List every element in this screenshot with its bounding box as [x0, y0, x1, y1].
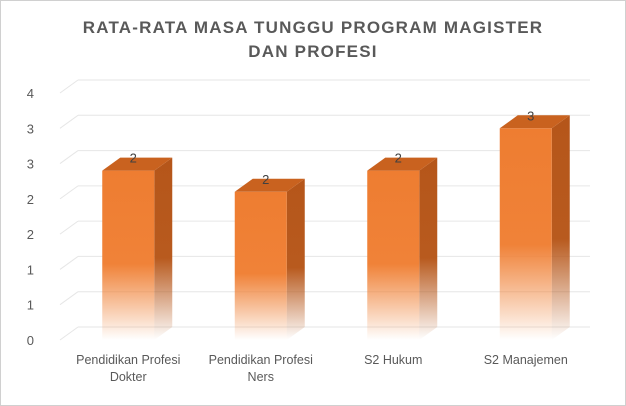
x-category-label: Pendidikan Profesi Ners [209, 353, 313, 384]
chart-title: RATA-RATA MASA TUNGGU PROGRAM MAGISTER D… [82, 18, 544, 61]
bar-front [234, 191, 287, 340]
data-label: 2 [395, 151, 402, 166]
bars [102, 115, 570, 341]
y-tick-label: 3 [27, 121, 34, 136]
gridline-depth [59, 326, 79, 341]
bar-side [286, 178, 305, 340]
y-tick-label: 4 [27, 86, 34, 101]
bar-top [102, 157, 173, 171]
y-tick-label: 2 [27, 192, 34, 207]
bar [234, 178, 305, 340]
y-axis-ticks: 0 1 1 2 2 3 3 4 [27, 86, 34, 348]
data-label: 2 [262, 172, 269, 187]
y-tick-label: 1 [27, 298, 34, 313]
gridline-depth [59, 291, 79, 306]
x-axis-categories: Pendidikan Profesi Dokter Pendidikan Profe… [76, 353, 568, 384]
bar-top [499, 115, 570, 129]
bar [102, 157, 173, 340]
bar [367, 157, 438, 340]
bar-side [419, 157, 438, 340]
gridline-depth [59, 185, 79, 200]
gridline-depth [59, 79, 79, 94]
bar-side [154, 157, 173, 340]
y-tick-label: 2 [27, 227, 34, 242]
y-tick-label: 3 [27, 157, 34, 172]
gridline-depth [59, 150, 79, 164]
x-category-label: Pendidikan Profesi Dokter [76, 353, 180, 384]
y-tick-label: 0 [27, 333, 34, 348]
gridline-depth [59, 256, 79, 270]
data-label: 2 [130, 151, 137, 166]
bar-front [499, 128, 552, 340]
data-label: 3 [527, 108, 534, 123]
bar-top [234, 178, 305, 192]
bar-side [551, 115, 570, 341]
data-labels: 2 2 2 3 [130, 108, 535, 187]
bar [499, 115, 570, 341]
x-category-label: S2 Hukum [364, 353, 422, 367]
gridline-depth [59, 220, 79, 235]
x-category-label: S2 Manajemen [484, 353, 568, 367]
bar-front [367, 170, 420, 340]
y-tick-label: 1 [27, 262, 34, 277]
bar-front [102, 170, 155, 340]
bar-top [367, 157, 438, 171]
gridline-depth [59, 114, 79, 129]
